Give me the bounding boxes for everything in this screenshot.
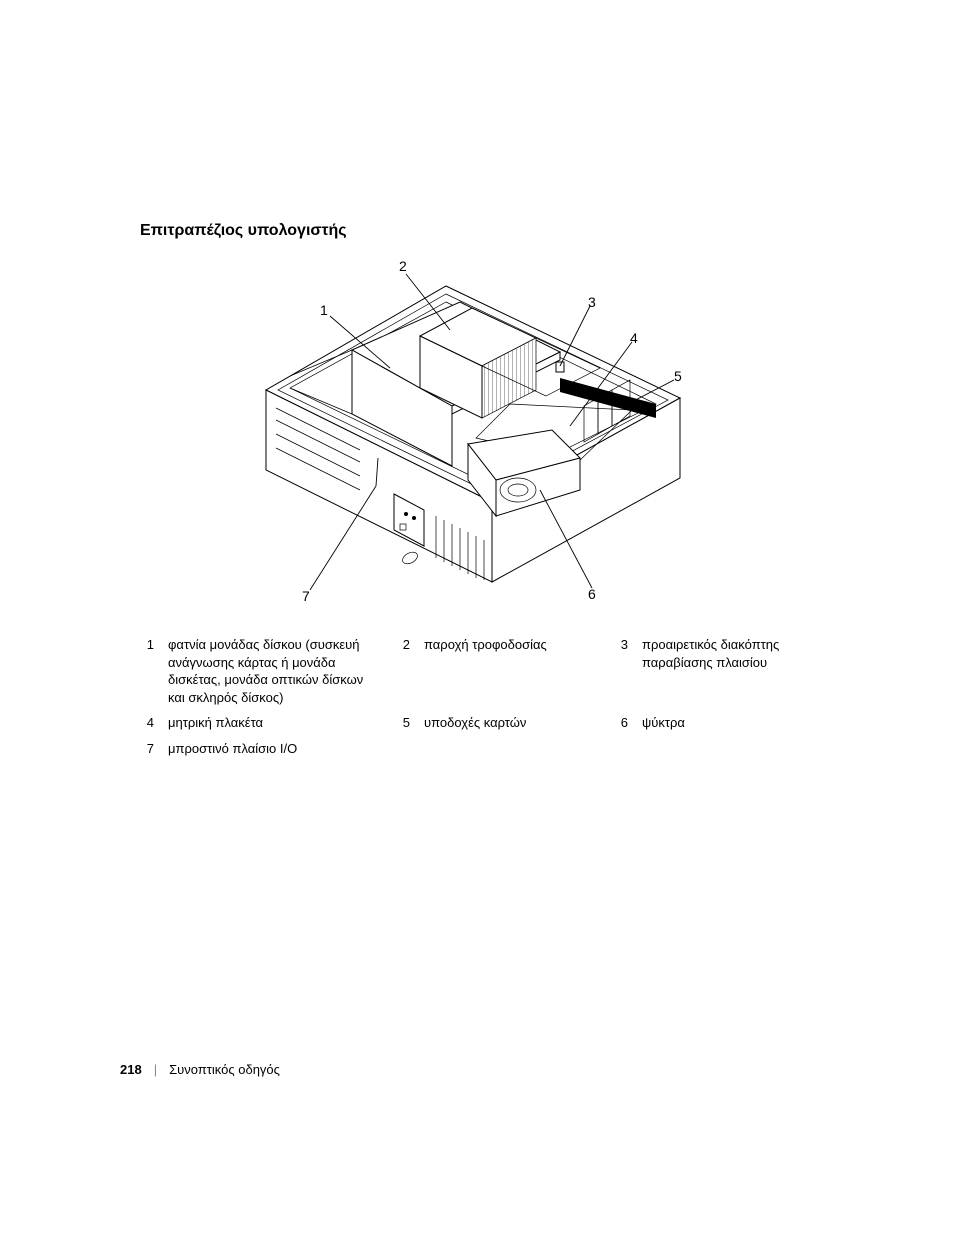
- page-heading: Επιτραπέζιος υπολογιστής: [140, 222, 347, 240]
- legend-num: 7: [140, 740, 168, 758]
- legend-row: 4 μητρική πλακέτα 5 υποδοχές καρτών 6 ψύ…: [140, 714, 840, 732]
- computer-diagram: 1 2 3 4 5 6 7: [260, 258, 700, 618]
- callout-3: 3: [588, 294, 596, 310]
- legend-num: 3: [614, 636, 642, 654]
- legend-num: 2: [396, 636, 424, 654]
- callout-5: 5: [674, 368, 682, 384]
- legend-text: φατνία μονάδας δίσκου (συσκευή ανάγνωσης…: [168, 636, 396, 706]
- legend-table: 1 φατνία μονάδας δίσκου (συσκευή ανάγνωσ…: [140, 636, 840, 765]
- legend-text: μπροστινό πλαίσιο I/O: [168, 740, 396, 758]
- legend-num: 5: [396, 714, 424, 732]
- legend-num: 6: [614, 714, 642, 732]
- legend-text: υποδοχές καρτών: [424, 714, 614, 732]
- legend-text: ψύκτρα: [642, 714, 840, 732]
- legend-text: παροχή τροφοδοσίας: [424, 636, 614, 654]
- footer-separator: |: [154, 1062, 157, 1077]
- callout-7: 7: [302, 588, 310, 604]
- footer-title: Συνοπτικός οδηγός: [169, 1062, 280, 1077]
- page: Επιτραπέζιος υπολογιστής 1 2 3 4 5 6 7: [0, 0, 954, 1235]
- legend-text: προαιρετικός διακόπτης παραβίασης πλαισί…: [642, 636, 840, 671]
- callout-4: 4: [630, 330, 638, 346]
- callout-1: 1: [320, 302, 328, 318]
- footer-page-number: 218: [120, 1062, 142, 1077]
- page-footer: 218 | Συνοπτικός οδηγός: [120, 1062, 280, 1077]
- callout-6: 6: [588, 586, 596, 602]
- legend-row: 1 φατνία μονάδας δίσκου (συσκευή ανάγνωσ…: [140, 636, 840, 706]
- legend-row: 7 μπροστινό πλαίσιο I/O: [140, 740, 840, 758]
- legend-text: μητρική πλακέτα: [168, 714, 396, 732]
- legend-num: 4: [140, 714, 168, 732]
- legend-num: 1: [140, 636, 168, 654]
- callout-2: 2: [399, 258, 407, 274]
